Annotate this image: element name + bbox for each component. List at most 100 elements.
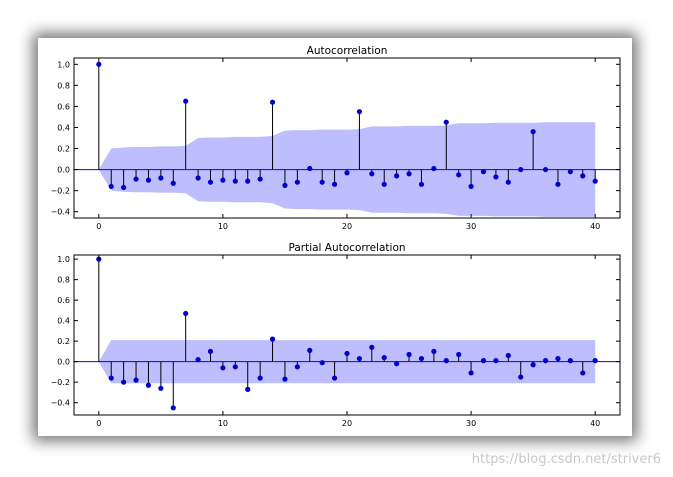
pacf-point-29 xyxy=(456,351,462,358)
acf-point-38 xyxy=(567,169,573,175)
acf-point-6 xyxy=(170,180,176,186)
acf-point-26 xyxy=(418,181,425,187)
pacf-point-7 xyxy=(183,310,189,317)
acf-title: Autocorrelation xyxy=(307,45,388,57)
acf-point-9 xyxy=(207,179,214,185)
acf-point-8 xyxy=(195,175,201,181)
acf-point-7 xyxy=(183,98,189,104)
acf-point-0 xyxy=(96,61,102,67)
pacf-point-2 xyxy=(121,379,127,385)
acf-point-40 xyxy=(592,178,598,184)
watermark: https://blog.csdn.net/striver6 xyxy=(471,452,661,467)
pacf-point-6 xyxy=(170,405,176,411)
pacf-point-3 xyxy=(133,377,139,383)
pacf-ytick-label-4: 0.2 xyxy=(57,337,70,346)
acf-point-2 xyxy=(121,184,127,191)
acf-point-17 xyxy=(307,165,313,172)
acf-ytick-label-6: −0.2 xyxy=(51,187,70,196)
pacf-point-12 xyxy=(245,386,251,392)
acf-xtick-label-0: 0 xyxy=(96,222,101,231)
pacf-point-37 xyxy=(555,355,561,362)
acf-xtick-label-10: 10 xyxy=(218,222,228,231)
pacf-point-15 xyxy=(282,376,288,382)
pacf-point-21 xyxy=(356,355,363,362)
acf-point-30 xyxy=(468,183,474,190)
acf-point-18 xyxy=(319,179,325,185)
acf-point-20 xyxy=(344,170,350,176)
pacf-point-35 xyxy=(530,362,536,368)
pacf-ytick-label-6: −0.2 xyxy=(51,378,70,387)
pacf-ytick-label-2: 0.6 xyxy=(57,296,70,305)
pacf-point-34 xyxy=(518,374,524,380)
pacf-xtick-label-0: 0 xyxy=(96,419,101,428)
acf-point-36 xyxy=(542,166,549,173)
pacf-ytick-label-5: 0.0 xyxy=(57,358,70,367)
acf-ytick-label-1: 0.8 xyxy=(57,81,70,90)
acf-pacf-figure: Autocorrelation 0 10 20 30 40 1.0 0.8 0.6 0.4 0.2 0… xyxy=(51,45,621,428)
pacf-ytick-label-7: −0.4 xyxy=(51,399,70,408)
pacf-point-1 xyxy=(108,375,114,381)
acf-point-29 xyxy=(456,172,462,178)
acf-ytick-label-4: 0.2 xyxy=(57,145,70,154)
acf-point-31 xyxy=(480,169,487,175)
acf-ytick-label-3: 0.4 xyxy=(57,123,70,132)
pacf-point-20 xyxy=(344,350,350,357)
acf-point-10 xyxy=(220,177,226,183)
acf-point-28 xyxy=(443,119,449,125)
pacf-axes-frame xyxy=(73,254,621,416)
pacf-point-14 xyxy=(269,336,276,342)
pacf-point-30 xyxy=(468,370,474,376)
pacf-xtick-label-10: 10 xyxy=(218,419,228,428)
pacf-ytick-label-1: 0.8 xyxy=(57,276,70,285)
acf-point-14 xyxy=(269,99,276,105)
pacf-ytick-label-3: 0.4 xyxy=(57,317,70,326)
pacf-point-17 xyxy=(307,347,313,353)
pacf-point-18 xyxy=(319,360,325,366)
pacf-point-9 xyxy=(207,348,214,355)
pacf-point-22 xyxy=(369,344,375,350)
pacf-point-4 xyxy=(145,382,152,388)
pacf-point-19 xyxy=(331,375,338,381)
pacf-point-8 xyxy=(195,357,201,363)
pacf-point-25 xyxy=(406,351,412,358)
pacf-point-33 xyxy=(505,352,511,359)
acf-point-15 xyxy=(282,182,288,188)
acf-point-12 xyxy=(245,178,251,184)
pacf-point-5 xyxy=(158,385,164,391)
acf-ytick-label-0: 1.0 xyxy=(57,60,70,69)
acf-point-33 xyxy=(505,179,511,185)
acf-point-16 xyxy=(294,179,300,185)
pacf-point-32 xyxy=(493,358,499,364)
pacf-point-31 xyxy=(480,358,487,364)
pacf-point-39 xyxy=(580,370,586,376)
acf-point-25 xyxy=(406,171,412,177)
pacf-point-38 xyxy=(567,358,573,364)
pacf-point-26 xyxy=(418,355,425,362)
pacf-xtick-label-30: 30 xyxy=(466,419,476,428)
acf-point-5 xyxy=(158,175,164,181)
acf-point-34 xyxy=(518,166,524,173)
pacf-title: Partial Autocorrelation xyxy=(288,242,405,254)
acf-point-21 xyxy=(356,109,363,115)
pacf-xtick-label-20: 20 xyxy=(342,419,352,428)
acf-point-19 xyxy=(331,181,338,187)
acf-point-37 xyxy=(555,181,561,187)
figure-frame: Autocorrelation 0 10 20 30 40 1.0 0.8 0.6 0.4 0.2 0… xyxy=(38,38,632,436)
acf-point-11 xyxy=(232,178,238,184)
acf-point-22 xyxy=(369,171,375,177)
acf-point-39 xyxy=(580,173,586,179)
pacf-point-10 xyxy=(220,365,226,371)
acf-point-32 xyxy=(493,174,499,180)
acf-ytick-label-5: 0.0 xyxy=(57,166,70,175)
acf-point-27 xyxy=(431,165,437,172)
acf-point-13 xyxy=(257,176,263,182)
pacf-point-11 xyxy=(232,364,238,370)
pacf-point-0 xyxy=(96,256,102,262)
acf-point-3 xyxy=(133,176,139,182)
pacf-point-36 xyxy=(542,358,549,364)
acf-point-23 xyxy=(381,181,387,187)
acf-point-35 xyxy=(530,129,536,135)
acf-point-1 xyxy=(108,183,114,190)
pacf-ytick-label-0: 1.0 xyxy=(57,255,70,264)
pacf-point-23 xyxy=(381,354,387,361)
